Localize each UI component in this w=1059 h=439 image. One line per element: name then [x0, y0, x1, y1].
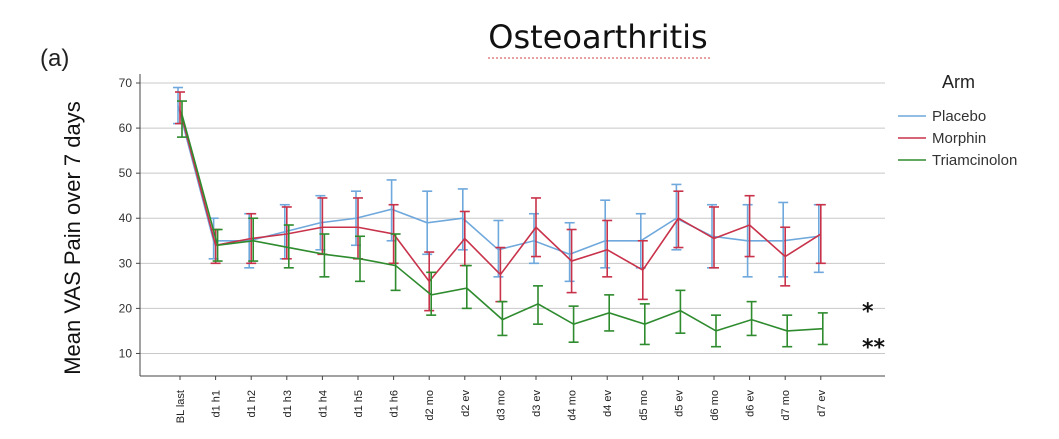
- x-tick-label: d1 h3: [282, 390, 294, 418]
- x-tick-label: d6 mo: [709, 390, 721, 421]
- series-triamcinolon: [177, 100, 828, 348]
- series-line: [181, 114, 823, 332]
- legend-title: Arm: [942, 72, 975, 92]
- x-tick-label: d4 ev: [602, 390, 614, 417]
- annotations: ***: [862, 300, 886, 361]
- y-axis-label: Mean VAS Pain over 7 days: [60, 101, 85, 375]
- x-tick-label: d5 ev: [673, 390, 685, 417]
- x-tick-label: d6 ev: [745, 390, 757, 417]
- x-tick-label: d2 mo: [424, 390, 436, 421]
- x-tick-label: d1 h2: [246, 390, 258, 418]
- y-tick-label: 10: [119, 346, 133, 360]
- y-tick-label: 40: [119, 211, 133, 225]
- legend-entry: Placebo: [932, 108, 986, 125]
- x-tick-label: d5 mo: [638, 390, 650, 421]
- series-morphin: [175, 91, 826, 312]
- x-tick-label: d3 ev: [531, 390, 543, 417]
- gridlines: [140, 82, 885, 354]
- y-tick-label: 50: [119, 166, 133, 180]
- x-ticks: BL last d1 h1 d1 h2 d1 h3 d1 h4 d1 h5 d1 h6 d2 …: [175, 376, 828, 423]
- series-line: [177, 105, 819, 256]
- significance-annotation: **: [862, 336, 886, 361]
- y-ticks: 10 20 30 40 50 60 70: [119, 76, 140, 360]
- x-tick-label: d1 h1: [211, 390, 223, 418]
- y-tick-label: 30: [119, 256, 133, 270]
- series-placebo: [173, 86, 824, 283]
- x-tick-label: d7 ev: [816, 390, 828, 417]
- y-tick-label: 70: [119, 76, 133, 90]
- x-tick-label: d1 h6: [389, 390, 401, 418]
- panel-label: (a): [40, 45, 69, 72]
- legend-entry: Morphin: [932, 130, 986, 147]
- significance-annotation: *: [862, 300, 874, 325]
- series-line: [179, 109, 822, 283]
- legend-entry: Triamcinolon: [932, 152, 1017, 169]
- chart-title: Osteoarthritis: [488, 18, 707, 56]
- x-tick-label: d4 mo: [567, 390, 579, 421]
- y-tick-label: 60: [119, 121, 133, 135]
- x-tick-label: d7 mo: [780, 390, 792, 421]
- x-tick-label: d3 mo: [495, 390, 507, 421]
- axes: [139, 74, 885, 377]
- legend: Arm Placebo Morphin Triamcinolon: [898, 72, 1017, 169]
- x-tick-label: d2 ev: [460, 390, 472, 417]
- x-tick-label: d1 h5: [353, 390, 365, 418]
- y-tick-label: 20: [119, 301, 133, 315]
- x-tick-label: BL last: [175, 390, 187, 423]
- series-group: [173, 86, 828, 348]
- x-tick-label: d1 h4: [317, 390, 329, 418]
